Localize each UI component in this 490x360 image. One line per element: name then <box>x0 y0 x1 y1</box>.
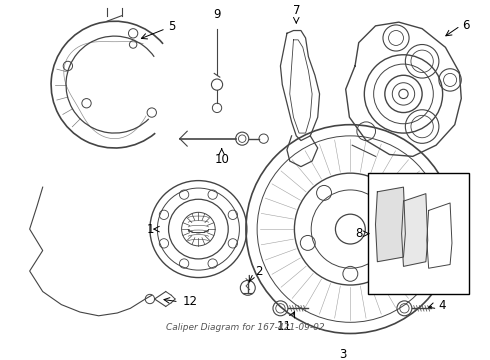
Text: 6: 6 <box>462 19 470 32</box>
Text: Caliper Diagram for 167-421-09-02: Caliper Diagram for 167-421-09-02 <box>166 323 324 332</box>
Polygon shape <box>402 194 428 266</box>
Text: 5: 5 <box>169 20 176 33</box>
Polygon shape <box>375 187 405 262</box>
Text: 1: 1 <box>147 222 154 235</box>
Bar <box>368 173 469 294</box>
Text: 10: 10 <box>214 153 229 166</box>
Text: 12: 12 <box>183 295 197 308</box>
Text: 9: 9 <box>213 8 221 21</box>
Text: 7: 7 <box>293 4 300 18</box>
Text: 11: 11 <box>277 320 292 333</box>
Text: 4: 4 <box>438 299 445 312</box>
Text: 2: 2 <box>255 265 263 278</box>
Text: 8: 8 <box>355 227 363 240</box>
Text: 3: 3 <box>339 348 346 360</box>
